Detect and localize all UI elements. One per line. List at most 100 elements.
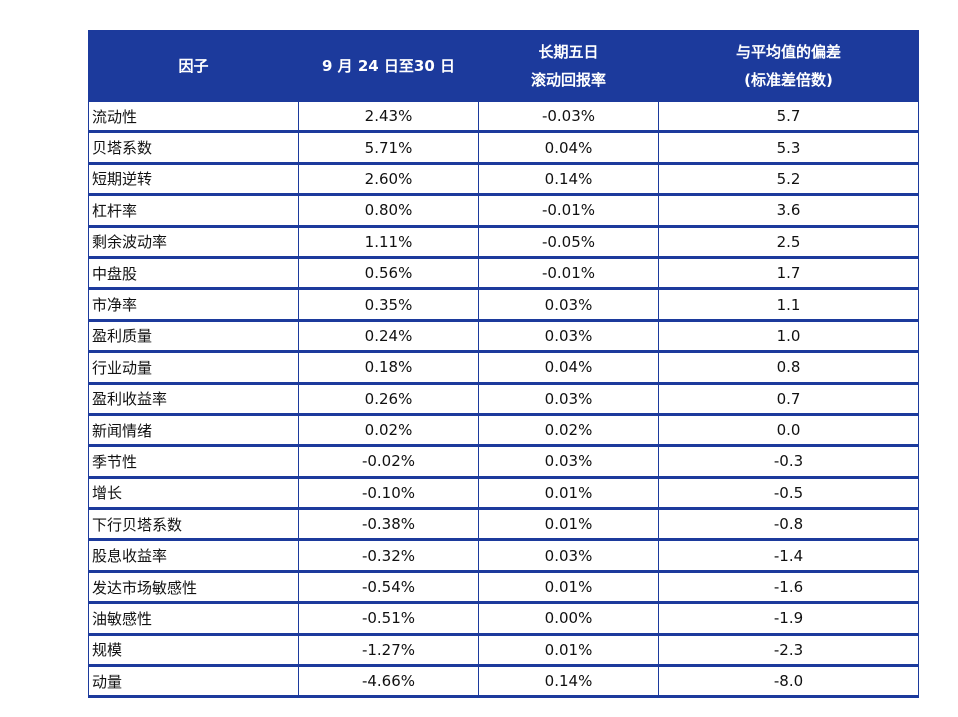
factor-name: 贝塔系数 <box>88 131 299 165</box>
cell-value: 1.0 <box>658 320 919 354</box>
header-text: 因子 <box>178 57 209 75</box>
cell-value: 5.2 <box>658 163 919 197</box>
factor-name: 规模 <box>88 634 299 668</box>
table-row: 杠杆率 0.80% -0.01% 3.6 <box>88 194 919 228</box>
header-row: 因子 9 月 24 日至30 日 长期五日滚动回报率 与平均值的偏差 (标准差倍数) <box>88 30 919 102</box>
cell-value: -0.03% <box>478 101 659 134</box>
cell-value: 0.03% <box>478 288 659 322</box>
cell-value: 0.03% <box>478 383 659 416</box>
table-wrap: 因子 9 月 24 日至30 日 长期五日滚动回报率 与平均值的偏差 (标准差倍数) 流… <box>88 30 919 699</box>
table-row: 贝塔系数 5.71% 0.04% 5.3 <box>88 131 919 165</box>
table-body: 流动性 2.43% -0.03% 5.7 贝塔系数 5.71% 0.04% 5.3 短期逆转 2.… <box>88 101 919 699</box>
cell-value: 0.01% <box>478 634 659 668</box>
header-text: 9 月 24 日至30 日 <box>321 57 456 75</box>
cell-value: 0.56% <box>298 257 479 291</box>
table-row: 市净率 0.35% 0.03% 1.1 <box>88 288 919 322</box>
cell-value: 0.35% <box>298 288 479 322</box>
cell-value: 5.3 <box>658 131 919 165</box>
cell-value: -8.0 <box>658 665 919 699</box>
cell-value: -0.10% <box>298 477 479 511</box>
header-text: 长期五日 <box>538 43 599 61</box>
table-row: 发达市场敏感性 -0.54% 0.01% -1.6 <box>88 571 919 605</box>
cell-value: 0.04% <box>478 131 659 165</box>
cell-value: 0.8 <box>658 351 919 385</box>
cell-value: 0.03% <box>478 539 659 573</box>
cell-value: 0.7 <box>658 383 919 416</box>
table-row: 行业动量 0.18% 0.04% 0.8 <box>88 351 919 385</box>
factor-name: 季节性 <box>88 445 299 479</box>
table-row: 盈利收益率 0.26% 0.03% 0.7 <box>88 383 919 416</box>
table-row: 剩余波动率 1.11% -0.05% 2.5 <box>88 226 919 259</box>
table-row: 增长 -0.10% 0.01% -0.5 <box>88 477 919 511</box>
cell-value: 2.43% <box>298 101 479 134</box>
cell-value: -0.3 <box>658 445 919 479</box>
table-row: 中盘股 0.56% -0.01% 1.7 <box>88 257 919 291</box>
cell-value: 0.14% <box>478 163 659 197</box>
header-cell: 长期五日 滚动回报率 <box>478 30 659 102</box>
cell-value: 1.11% <box>298 226 479 259</box>
cell-value: 0.24% <box>298 320 479 354</box>
factor-name: 盈利收益率 <box>88 383 299 416</box>
factor-name: 流动性 <box>88 101 299 134</box>
factor-name: 杠杆率 <box>88 194 299 228</box>
table-row: 流动性 2.43% -0.03% 5.7 <box>88 101 919 134</box>
factor-name: 剩余波动率 <box>88 226 299 259</box>
cell-value: 0.00% <box>478 602 659 636</box>
table-row: 新闻情绪 0.02% 0.02% 0.0 <box>88 414 919 448</box>
cell-value: 1.1 <box>658 288 919 322</box>
header-cell: 与平均值的偏差 (标准差倍数) <box>658 30 919 102</box>
cell-value: -1.4 <box>658 539 919 573</box>
table-row: 油敏感性 -0.51% 0.00% -1.9 <box>88 602 919 636</box>
cell-value: -0.05% <box>478 226 659 259</box>
cell-value: 1.7 <box>658 257 919 291</box>
cell-value: 0.18% <box>298 351 479 385</box>
cell-value: 0.14% <box>478 665 659 699</box>
factor-name: 油敏感性 <box>88 602 299 636</box>
cell-value: -1.6 <box>658 571 919 605</box>
cell-value: -0.32% <box>298 539 479 573</box>
header-text: 与平均值的偏差 <box>735 43 841 61</box>
header-cell: 9 月 24 日至30 日 <box>298 30 479 102</box>
cell-value: -1.27% <box>298 634 479 668</box>
cell-value: 3.6 <box>658 194 919 228</box>
header-text: 滚动回报率 <box>530 71 606 89</box>
header-cell: 因子 <box>88 30 299 102</box>
cell-value: 0.80% <box>298 194 479 228</box>
factor-name: 新闻情绪 <box>88 414 299 448</box>
cell-value: 0.03% <box>478 320 659 354</box>
factor-name: 动量 <box>88 665 299 699</box>
factor-name: 市净率 <box>88 288 299 322</box>
cell-value: -0.01% <box>478 257 659 291</box>
cell-value: 5.71% <box>298 131 479 165</box>
cell-value: 0.02% <box>298 414 479 448</box>
factor-name: 增长 <box>88 477 299 511</box>
table-row: 季节性 -0.02% 0.03% -0.3 <box>88 445 919 479</box>
cell-value: 2.5 <box>658 226 919 259</box>
factor-name: 短期逆转 <box>88 163 299 197</box>
table-row: 动量 -4.66% 0.14% -8.0 <box>88 665 919 699</box>
cell-value: -2.3 <box>658 634 919 668</box>
cell-value: -0.54% <box>298 571 479 605</box>
cell-value: 5.7 <box>658 101 919 134</box>
header-text: (标准差倍数) <box>744 71 833 89</box>
factor-name: 股息收益率 <box>88 539 299 573</box>
table-row: 盈利质量 0.24% 0.03% 1.0 <box>88 320 919 354</box>
cell-value: 0.26% <box>298 383 479 416</box>
factor-name: 发达市场敏感性 <box>88 571 299 605</box>
cell-value: -0.38% <box>298 508 479 542</box>
factor-table: 因子 9 月 24 日至30 日 长期五日滚动回报率 与平均值的偏差 (标准差倍数) 流… <box>88 30 919 699</box>
table-row: 规模 -1.27% 0.01% -2.3 <box>88 634 919 668</box>
cell-value: -0.51% <box>298 602 479 636</box>
factor-name: 盈利质量 <box>88 320 299 354</box>
table-row: 股息收益率 -0.32% 0.03% -1.4 <box>88 539 919 573</box>
cell-value: 0.04% <box>478 351 659 385</box>
cell-value: -0.02% <box>298 445 479 479</box>
cell-value: -0.5 <box>658 477 919 511</box>
table-row: 短期逆转 2.60% 0.14% 5.2 <box>88 163 919 197</box>
factor-name: 下行贝塔系数 <box>88 508 299 542</box>
cell-value: 0.01% <box>478 571 659 605</box>
cell-value: -1.9 <box>658 602 919 636</box>
cell-value: -0.8 <box>658 508 919 542</box>
cell-value: -4.66% <box>298 665 479 699</box>
table-row: 下行贝塔系数 -0.38% 0.01% -0.8 <box>88 508 919 542</box>
